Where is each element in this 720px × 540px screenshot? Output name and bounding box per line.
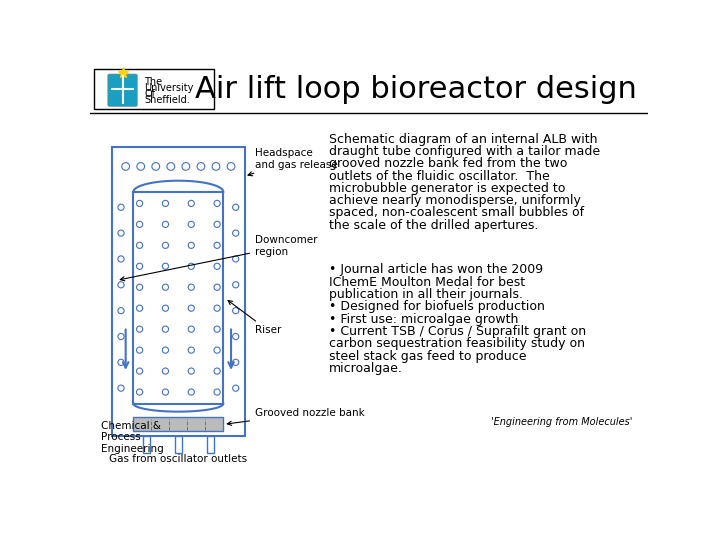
- Text: microalgae.: microalgae.: [329, 362, 402, 375]
- Text: grooved nozzle bank fed from the two: grooved nozzle bank fed from the two: [329, 157, 567, 170]
- Text: draught tube configured with a tailor made: draught tube configured with a tailor ma…: [329, 145, 600, 158]
- Bar: [112, 147, 245, 436]
- Text: the scale of the drilled apertures.: the scale of the drilled apertures.: [329, 219, 538, 232]
- Text: IChemE Moulton Medal for best: IChemE Moulton Medal for best: [329, 276, 525, 289]
- Text: Chemical &
Process
Engineering: Chemical & Process Engineering: [101, 421, 163, 454]
- Text: Gas from oscillator outlets: Gas from oscillator outlets: [109, 454, 248, 464]
- Text: publication in all their journals.: publication in all their journals.: [329, 288, 523, 301]
- Text: Sheffield.: Sheffield.: [144, 95, 190, 105]
- Text: Headspace
and gas release: Headspace and gas release: [248, 148, 338, 176]
- Text: Air lift loop bioreactor design: Air lift loop bioreactor design: [194, 75, 636, 104]
- Bar: [143, 436, 150, 453]
- Text: University: University: [144, 83, 194, 93]
- Bar: [175, 436, 182, 453]
- Text: 'Engineering from Molecules': 'Engineering from Molecules': [491, 417, 632, 428]
- Text: The: The: [144, 77, 163, 87]
- Text: • First use: microalgae growth: • First use: microalgae growth: [329, 313, 518, 326]
- Text: Schematic diagram of an internal ALB with: Schematic diagram of an internal ALB wit…: [329, 132, 597, 146]
- Text: • Designed for biofuels production: • Designed for biofuels production: [329, 300, 544, 313]
- Text: Riser: Riser: [228, 300, 282, 335]
- Bar: [133, 192, 223, 403]
- Bar: [94, 69, 214, 110]
- Text: microbubble generator is expected to: microbubble generator is expected to: [329, 182, 565, 195]
- Bar: [133, 417, 223, 431]
- Text: achieve nearly monodisperse, uniformly: achieve nearly monodisperse, uniformly: [329, 194, 580, 207]
- Text: Grooved nozzle bank: Grooved nozzle bank: [228, 408, 365, 426]
- Text: outlets of the fluidic oscillator.  The: outlets of the fluidic oscillator. The: [329, 170, 549, 183]
- Text: carbon sequestration feasibility study on: carbon sequestration feasibility study o…: [329, 338, 585, 350]
- Text: • Journal article has won the 2009: • Journal article has won the 2009: [329, 264, 543, 276]
- Text: steel stack gas feed to produce: steel stack gas feed to produce: [329, 350, 526, 363]
- FancyBboxPatch shape: [108, 74, 138, 106]
- Text: • Current TSB / Corus / Suprafilt grant on: • Current TSB / Corus / Suprafilt grant …: [329, 325, 586, 338]
- Text: spaced, non-coalescent small bubbles of: spaced, non-coalescent small bubbles of: [329, 206, 584, 219]
- Bar: [207, 436, 214, 453]
- Text: Of: Of: [144, 89, 156, 99]
- Text: Downcomer
region: Downcomer region: [120, 235, 318, 281]
